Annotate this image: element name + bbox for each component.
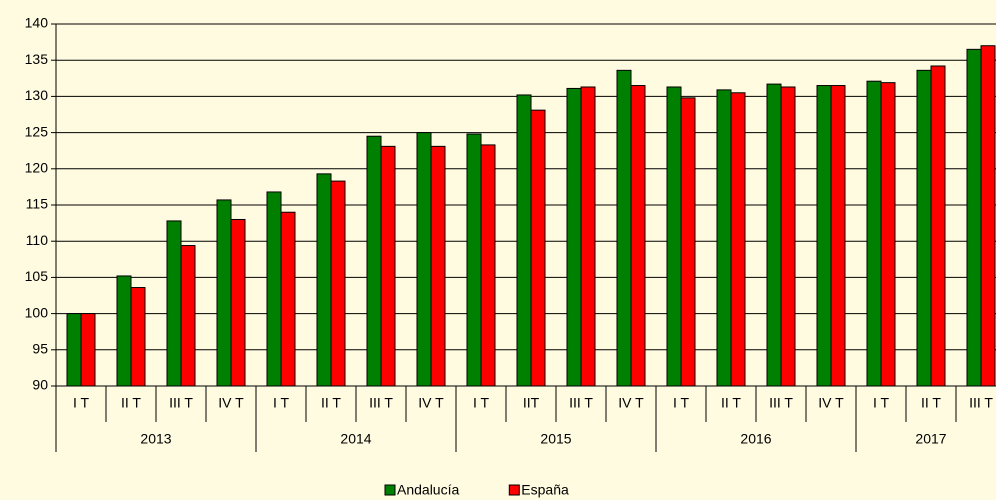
bar bbox=[280, 211, 296, 387]
bar bbox=[666, 86, 682, 387]
group-label: 2014 bbox=[340, 431, 371, 447]
bar bbox=[316, 173, 332, 387]
x-tick-label: IV T bbox=[218, 395, 244, 411]
y-tick-label: 100 bbox=[25, 304, 49, 320]
bar bbox=[430, 145, 446, 387]
legend-label: España bbox=[521, 482, 569, 498]
group-label: 2016 bbox=[740, 431, 771, 447]
y-tick-label: 125 bbox=[25, 123, 49, 139]
x-tick-label: I T bbox=[873, 395, 890, 411]
x-tick-label: I T bbox=[273, 395, 290, 411]
y-tick-label: 120 bbox=[25, 160, 49, 176]
bar bbox=[716, 89, 732, 387]
bar bbox=[216, 199, 232, 387]
bar bbox=[980, 45, 996, 387]
bar bbox=[66, 313, 82, 387]
bar bbox=[466, 133, 482, 387]
bar bbox=[966, 48, 982, 387]
y-tick-label: 135 bbox=[25, 51, 49, 67]
bar bbox=[566, 87, 582, 387]
bar bbox=[580, 86, 596, 387]
legend-label: Andalucía bbox=[397, 482, 459, 498]
y-tick-label: 105 bbox=[25, 268, 49, 284]
x-tick-label: IV T bbox=[618, 395, 644, 411]
bar bbox=[166, 220, 182, 387]
y-tick-label: 140 bbox=[25, 15, 49, 31]
bar bbox=[480, 144, 496, 387]
bar bbox=[366, 135, 382, 387]
x-tick-label: III T bbox=[569, 395, 593, 411]
x-tick-label: IV T bbox=[418, 395, 444, 411]
bar bbox=[530, 109, 546, 387]
y-tick-label: 130 bbox=[25, 87, 49, 103]
bar bbox=[230, 218, 246, 387]
bar bbox=[266, 191, 282, 387]
x-tick-label: II T bbox=[121, 395, 141, 411]
y-tick-label: 115 bbox=[26, 196, 49, 212]
x-tick-label: IIT bbox=[523, 395, 540, 411]
x-tick-label: III T bbox=[369, 395, 393, 411]
bar bbox=[880, 82, 896, 387]
legend-swatch bbox=[508, 484, 520, 496]
x-tick-label: I T bbox=[673, 395, 690, 411]
y-tick-label: 110 bbox=[26, 232, 49, 248]
x-tick-label: II T bbox=[921, 395, 941, 411]
bar bbox=[816, 85, 832, 387]
bar bbox=[680, 97, 696, 387]
bar bbox=[380, 145, 396, 387]
bar bbox=[830, 85, 846, 387]
y-tick-label: 90 bbox=[32, 377, 48, 393]
bar bbox=[866, 80, 882, 387]
bar bbox=[630, 85, 646, 387]
x-tick-label: III T bbox=[769, 395, 793, 411]
bar bbox=[916, 69, 932, 387]
bar bbox=[80, 313, 96, 387]
bar bbox=[730, 92, 746, 387]
x-tick-label: IV T bbox=[818, 395, 844, 411]
x-tick-label: I T bbox=[473, 395, 490, 411]
y-tick-label: 95 bbox=[32, 341, 48, 357]
bar bbox=[130, 287, 146, 387]
bar bbox=[766, 83, 782, 387]
group-label: 2015 bbox=[540, 431, 571, 447]
group-label: 2017 bbox=[915, 431, 946, 447]
bar bbox=[416, 132, 432, 387]
bar bbox=[180, 245, 196, 387]
bar bbox=[780, 86, 796, 387]
x-tick-label: II T bbox=[721, 395, 741, 411]
legend-swatch bbox=[384, 484, 396, 496]
bar bbox=[930, 65, 946, 387]
x-tick-label: I T bbox=[73, 395, 90, 411]
x-tick-label: II T bbox=[321, 395, 341, 411]
bar bbox=[330, 180, 346, 387]
x-tick-label: III T bbox=[969, 395, 993, 411]
bar bbox=[516, 94, 532, 387]
bar bbox=[116, 275, 132, 387]
x-tick-label: III T bbox=[169, 395, 193, 411]
group-label: 2013 bbox=[140, 431, 171, 447]
bar bbox=[616, 69, 632, 387]
